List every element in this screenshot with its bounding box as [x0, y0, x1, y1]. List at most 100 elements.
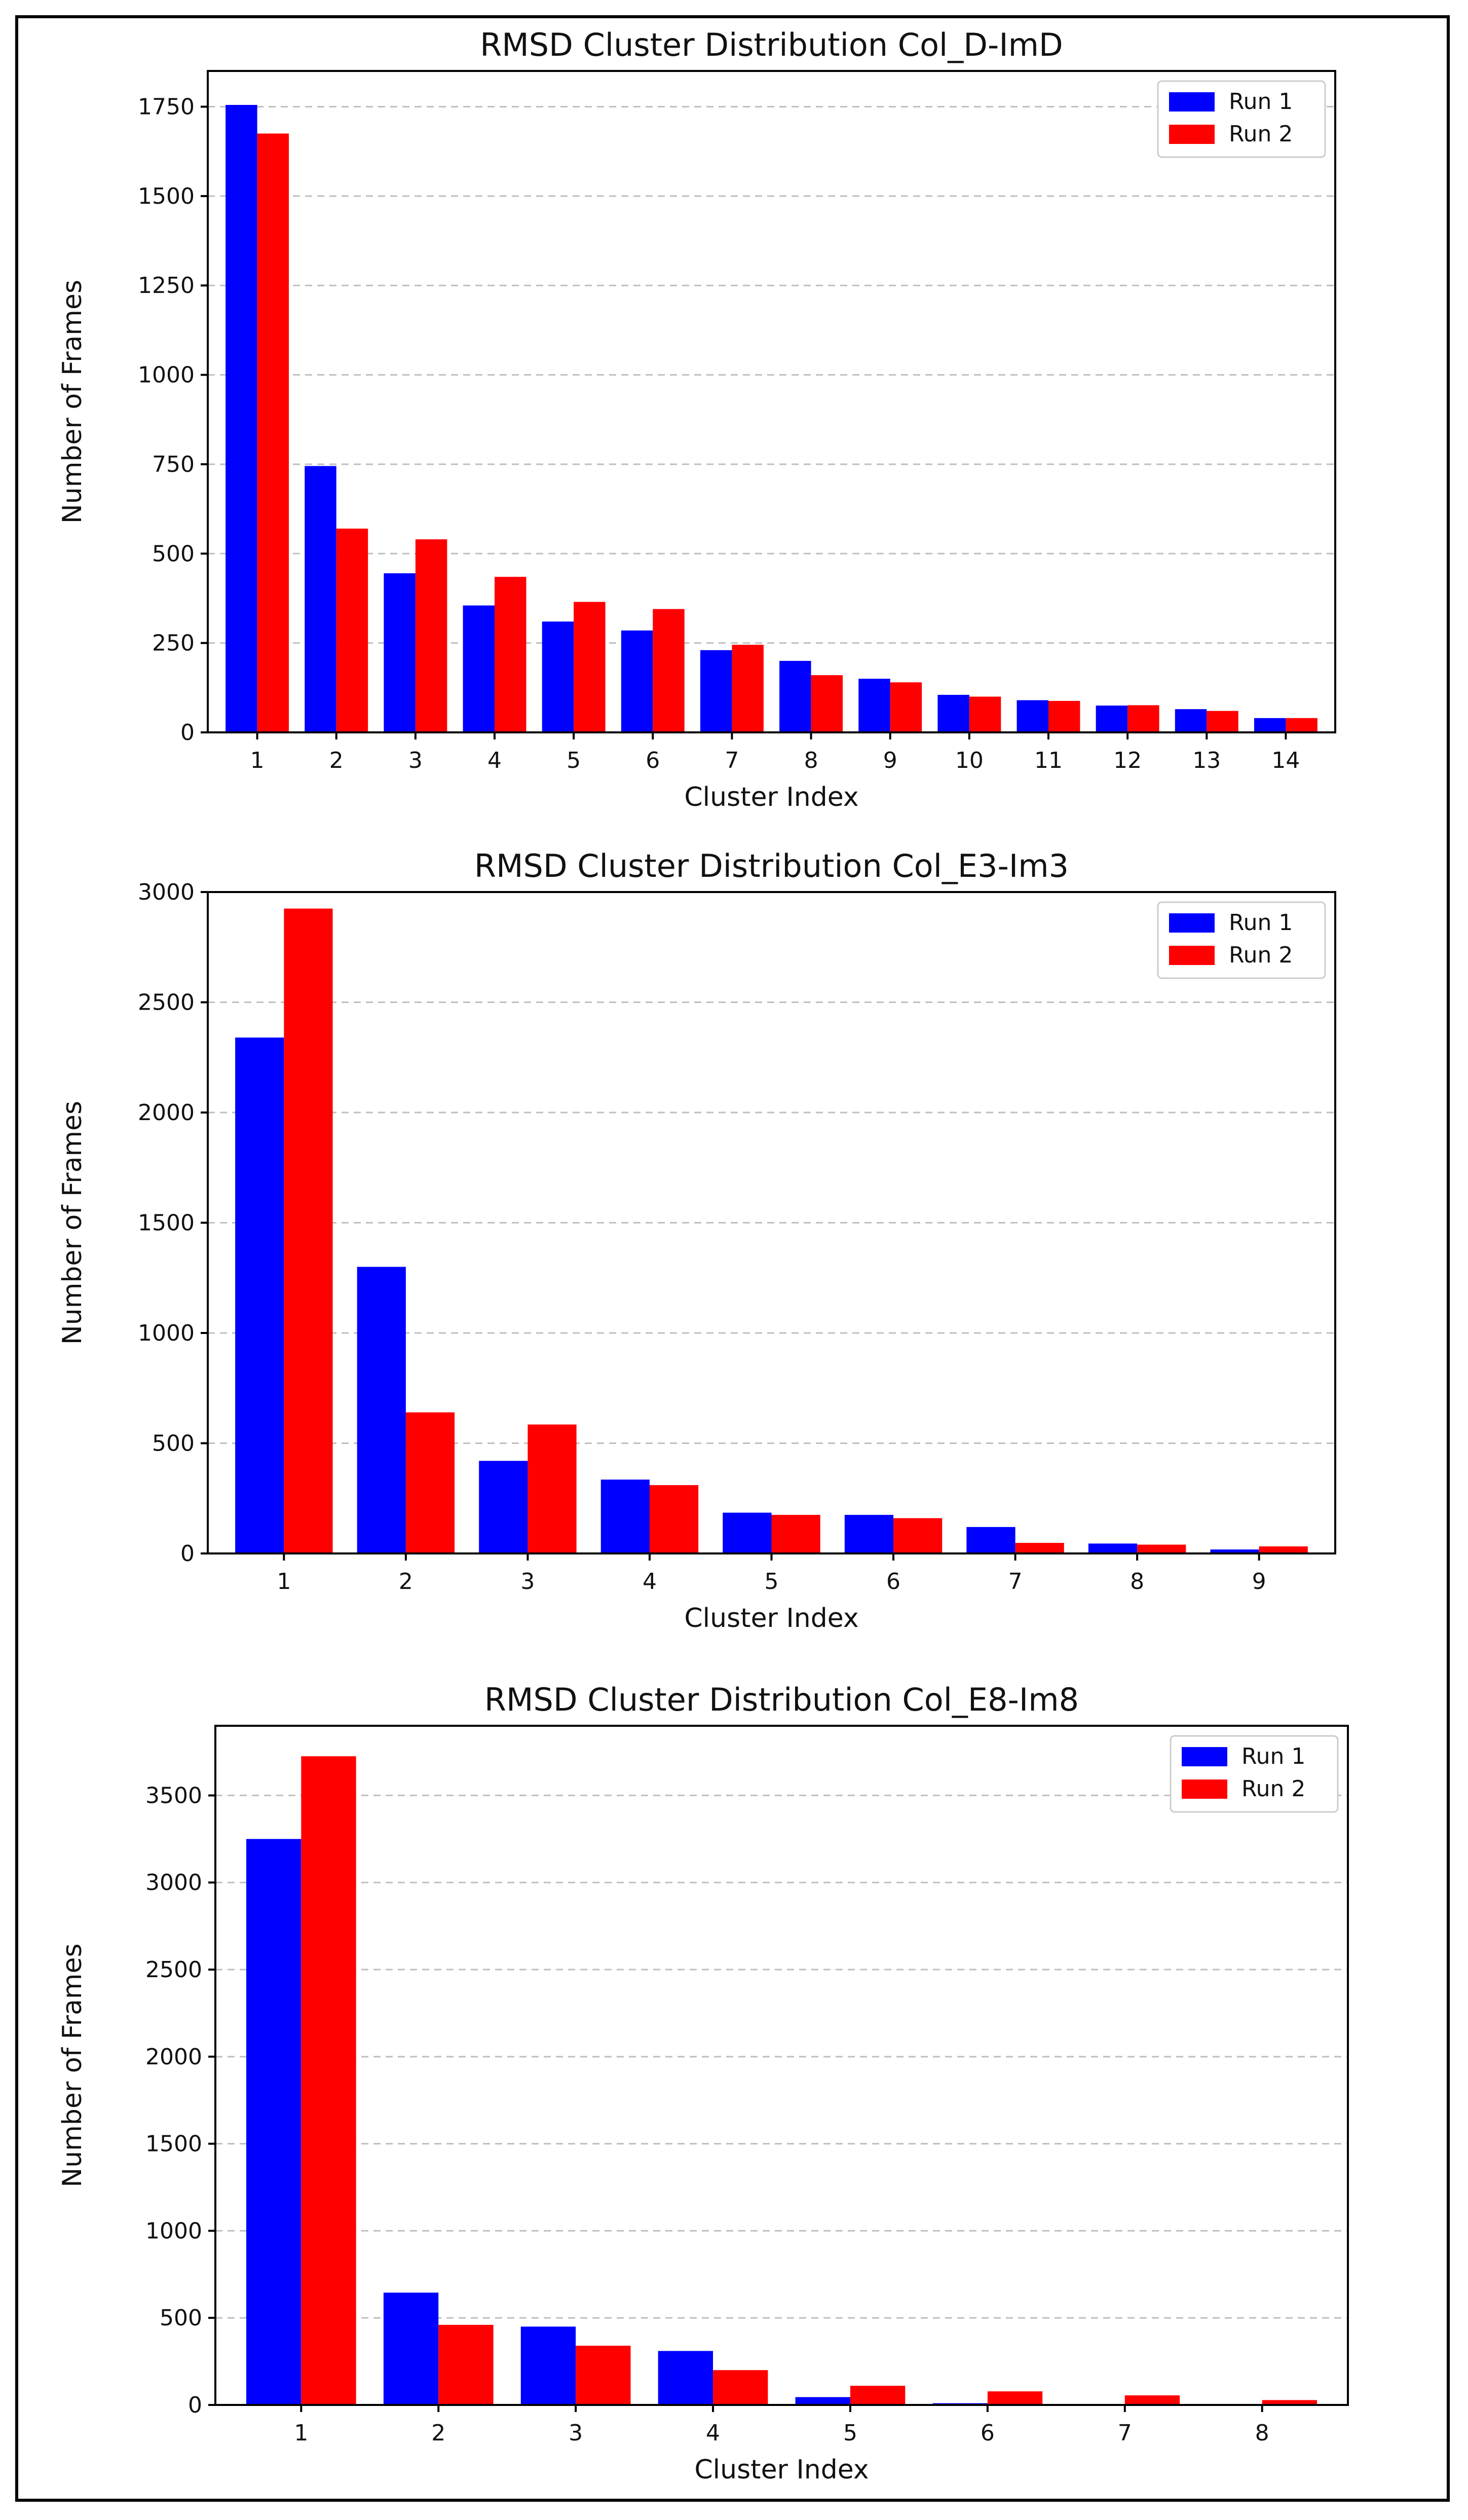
chart-title-2: RMSD Cluster Distribution Col_E3-Im3 — [474, 847, 1069, 884]
bar-3-run2-cluster-1 — [301, 1756, 356, 2405]
x-tick-label-1-13: 13 — [1192, 748, 1221, 773]
y-axis-label-3: Number of Frames — [57, 1943, 88, 2187]
y-tick-label-1-0: 0 — [180, 720, 195, 746]
y-tick-label-3-2: 1000 — [145, 2218, 202, 2244]
bar-1-run1-cluster-10 — [937, 694, 969, 732]
bar-2-run2-cluster-4 — [649, 1485, 699, 1553]
legend-label-1-1: Run 1 — [1229, 89, 1293, 115]
figure-frame — [15, 15, 1450, 2502]
bar-1-run1-cluster-2 — [305, 466, 336, 732]
legend-swatch-1-1 — [1169, 92, 1215, 112]
y-tick-label-3-7: 3500 — [145, 1783, 202, 1808]
y-tick-label-3-4: 2000 — [145, 2044, 202, 2070]
bar-1-run1-cluster-9 — [858, 679, 890, 732]
x-tick-label-2-2: 2 — [399, 1569, 413, 1595]
bar-1-run2-cluster-3 — [415, 539, 447, 732]
x-tick-label-1-8: 8 — [804, 748, 818, 773]
bar-1-run1-cluster-1 — [225, 105, 257, 732]
bar-3-run2-cluster-6 — [987, 2391, 1043, 2405]
bar-2-run2-cluster-5 — [771, 1514, 820, 1553]
y-tick-label-2-6: 3000 — [138, 879, 195, 905]
bar-1-run2-cluster-2 — [336, 528, 368, 732]
x-tick-label-1-11: 11 — [1034, 748, 1063, 773]
legend-swatch-3-2 — [1182, 1780, 1227, 1799]
y-tick-label-2-3: 1500 — [138, 1210, 195, 1236]
chart-title-3: RMSD Cluster Distribution Col_E8-Im8 — [484, 1681, 1079, 1718]
y-tick-label-2-2: 1000 — [138, 1320, 195, 1346]
y-tick-label-1-2: 500 — [152, 541, 195, 567]
bar-1-run2-cluster-13 — [1207, 711, 1238, 732]
legend-label-3-1: Run 1 — [1241, 1744, 1305, 1769]
y-tick-label-2-0: 0 — [180, 1541, 195, 1567]
bar-1-run1-cluster-3 — [384, 573, 416, 732]
y-tick-label-3-0: 0 — [188, 2392, 202, 2418]
x-tick-label-1-3: 3 — [408, 748, 423, 773]
bar-1-run2-cluster-5 — [574, 602, 606, 732]
y-tick-label-1-3: 750 — [152, 452, 195, 477]
bar-1-run1-cluster-7 — [700, 650, 732, 732]
bar-2-run1-cluster-6 — [844, 1514, 894, 1553]
bar-1-run1-cluster-12 — [1096, 706, 1128, 732]
bar-2-run2-cluster-7 — [1015, 1543, 1064, 1553]
y-tick-label-1-4: 1000 — [138, 362, 195, 388]
bar-2-run2-cluster-1 — [284, 908, 333, 1553]
bar-2-run1-cluster-2 — [357, 1267, 406, 1553]
bar-1-run1-cluster-11 — [1017, 700, 1048, 732]
plot-frame-1 — [207, 70, 1336, 733]
legend-label-2-1: Run 1 — [1229, 910, 1293, 936]
legend-swatch-2-1 — [1169, 913, 1215, 933]
legend-swatch-1-2 — [1169, 125, 1215, 144]
x-tick-label-3-7: 7 — [1118, 2420, 1132, 2446]
bar-2-run1-cluster-7 — [966, 1527, 1015, 1553]
x-tick-label-1-9: 9 — [883, 748, 897, 773]
bar-2-run1-cluster-4 — [600, 1479, 650, 1553]
bar-1-run2-cluster-14 — [1286, 718, 1318, 732]
y-tick-label-2-4: 2000 — [138, 1100, 195, 1126]
x-axis-label-2: Cluster Index — [684, 1603, 858, 1634]
plot-frame-3 — [214, 1725, 1349, 2406]
y-tick-label-3-1: 500 — [160, 2305, 202, 2331]
bar-1-run1-cluster-5 — [542, 621, 574, 732]
y-tick-label-1-7: 1750 — [138, 94, 195, 120]
bar-3-run2-cluster-2 — [438, 2324, 494, 2405]
bar-3-run2-cluster-3 — [576, 2346, 631, 2405]
chart-panel-2: 0 500 1000 1500 2000 2500 3000 1 2 3 4 5 6 7 8 9 RMSD Cl… — [57, 847, 1336, 1634]
bar-2-run1-cluster-5 — [723, 1512, 772, 1553]
bar-1-run1-cluster-4 — [463, 605, 495, 732]
x-tick-label-3-8: 8 — [1255, 2420, 1269, 2446]
x-tick-label-2-9: 9 — [1252, 1569, 1266, 1595]
x-tick-label-3-1: 1 — [294, 2420, 308, 2446]
legend-label-2-2: Run 2 — [1229, 942, 1293, 968]
legend-swatch-3-1 — [1182, 1747, 1227, 1766]
chart-title-1: RMSD Cluster Distribution Col_D-ImD — [480, 26, 1063, 63]
x-tick-label-2-5: 5 — [765, 1569, 779, 1595]
bar-2-run1-cluster-1 — [235, 1037, 284, 1553]
y-tick-label-3-5: 2500 — [145, 1957, 202, 1983]
bar-3-run1-cluster-3 — [520, 2326, 576, 2405]
legend-label-1-2: Run 2 — [1229, 121, 1293, 147]
x-axis-label-1: Cluster Index — [684, 782, 858, 812]
y-axis-label-1: Number of Frames — [57, 280, 88, 524]
y-tick-label-1-1: 250 — [152, 631, 195, 656]
bar-2-run2-cluster-6 — [893, 1518, 943, 1553]
bar-1-run2-cluster-10 — [969, 696, 1001, 732]
x-tick-label-3-6: 6 — [981, 2420, 995, 2446]
x-tick-label-2-7: 7 — [1008, 1569, 1023, 1595]
y-axis-label-2: Number of Frames — [57, 1101, 88, 1345]
x-tick-label-1-4: 4 — [487, 748, 502, 773]
x-tick-label-1-12: 12 — [1113, 748, 1142, 773]
bar-3-run1-cluster-2 — [383, 2292, 439, 2405]
bar-2-run1-cluster-3 — [479, 1461, 528, 1553]
x-tick-label-1-14: 14 — [1271, 748, 1300, 773]
y-tick-label-2-5: 2500 — [138, 990, 195, 1016]
y-tick-label-3-3: 1500 — [145, 2131, 202, 2157]
x-tick-label-1-7: 7 — [725, 748, 739, 773]
x-axis-label-3: Cluster Index — [694, 2455, 869, 2485]
x-tick-label-2-4: 4 — [643, 1569, 657, 1595]
y-tick-label-1-5: 1250 — [138, 273, 195, 299]
x-tick-label-3-2: 2 — [431, 2420, 445, 2446]
x-tick-label-2-8: 8 — [1130, 1569, 1144, 1595]
bar-1-run1-cluster-6 — [621, 630, 653, 732]
bar-2-run2-cluster-2 — [405, 1412, 455, 1553]
